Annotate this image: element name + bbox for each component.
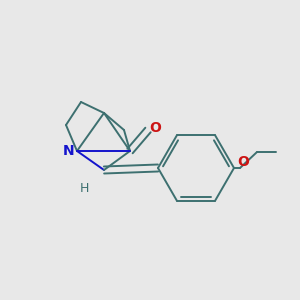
Text: O: O bbox=[149, 121, 161, 135]
Text: O: O bbox=[237, 155, 249, 169]
Text: H: H bbox=[79, 182, 89, 194]
Text: N: N bbox=[63, 144, 75, 158]
